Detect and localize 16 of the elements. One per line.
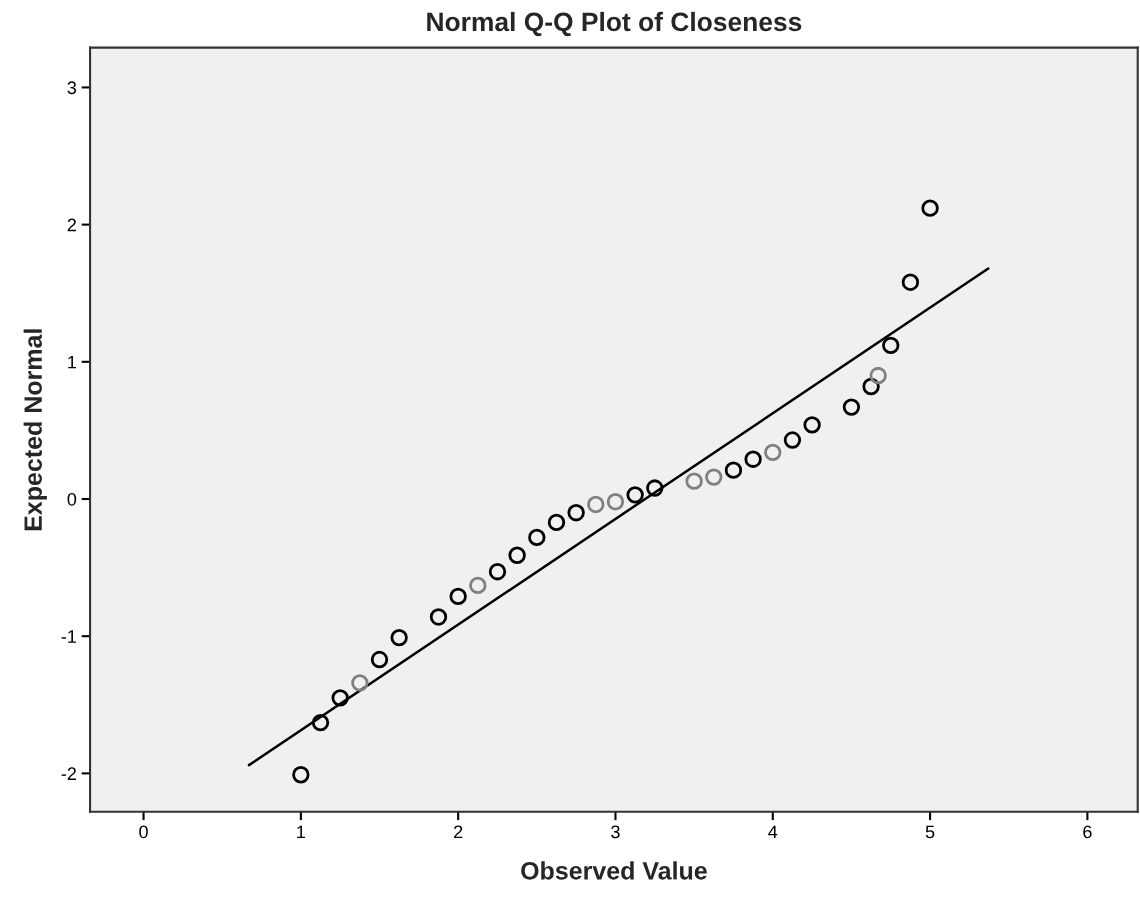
- x-tick-label: 2: [454, 825, 463, 839]
- y-tick-label: 3: [67, 81, 77, 95]
- x-tick-label: 6: [1083, 825, 1092, 839]
- chart-title: Normal Q-Q Plot of Closeness: [427, 11, 802, 37]
- y-tick-label: -2: [61, 767, 76, 780]
- y-tick-label: -1: [61, 630, 76, 643]
- x-tick-label: 0: [139, 825, 148, 839]
- y-tick-label: 0: [67, 492, 77, 506]
- y-tick-label: 2: [67, 218, 76, 232]
- y-tick-label: 1: [68, 355, 76, 369]
- y-axis-title: Expected Normal: [23, 329, 47, 531]
- x-tick-label: 5: [925, 825, 935, 839]
- x-tick-label: 3: [611, 825, 620, 839]
- x-tick-label: 1: [297, 825, 305, 839]
- x-axis-title: Observed Value: [521, 861, 707, 880]
- x-tick-label: 4: [768, 825, 778, 839]
